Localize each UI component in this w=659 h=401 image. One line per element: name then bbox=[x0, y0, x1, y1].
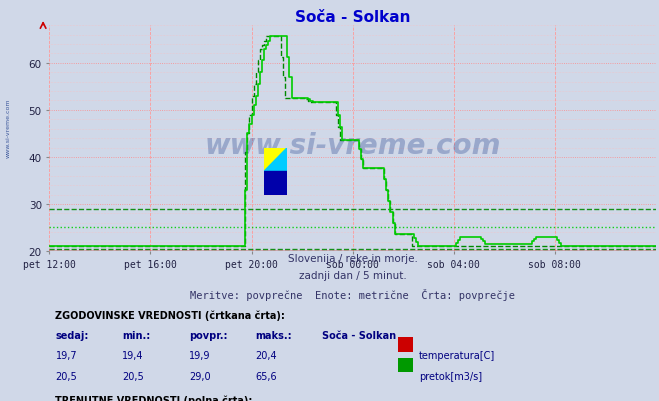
Text: Meritve: povprečne  Enote: metrične  Črta: povprečje: Meritve: povprečne Enote: metrične Črta:… bbox=[190, 288, 515, 300]
Text: 29,0: 29,0 bbox=[189, 371, 210, 381]
Title: Soča - Solkan: Soča - Solkan bbox=[295, 10, 411, 25]
Text: sedaj:: sedaj: bbox=[55, 330, 89, 340]
Text: 19,4: 19,4 bbox=[122, 350, 144, 360]
Text: 65,6: 65,6 bbox=[256, 371, 277, 381]
Bar bbox=[398, 358, 413, 372]
Text: 20,4: 20,4 bbox=[256, 350, 277, 360]
Text: povpr.:: povpr.: bbox=[189, 330, 227, 340]
Bar bbox=[398, 337, 413, 352]
Text: Soča - Solkan: Soča - Solkan bbox=[322, 330, 396, 340]
Text: ZGODOVINSKE VREDNOSTI (črtkana črta):: ZGODOVINSKE VREDNOSTI (črtkana črta): bbox=[55, 310, 285, 320]
Text: zadnji dan / 5 minut.: zadnji dan / 5 minut. bbox=[299, 270, 407, 280]
Text: 19,7: 19,7 bbox=[55, 350, 77, 360]
Text: 20,5: 20,5 bbox=[122, 371, 144, 381]
Text: 20,5: 20,5 bbox=[55, 371, 77, 381]
Text: TRENUTNE VREDNOSTI (polna črta):: TRENUTNE VREDNOSTI (polna črta): bbox=[55, 394, 253, 401]
Text: 19,9: 19,9 bbox=[189, 350, 210, 360]
Text: temperatura[C]: temperatura[C] bbox=[419, 350, 496, 360]
Text: min.:: min.: bbox=[122, 330, 150, 340]
Text: maks.:: maks.: bbox=[256, 330, 292, 340]
Text: www.si-vreme.com: www.si-vreme.com bbox=[204, 132, 501, 160]
Text: Slovenija / reke in morje.: Slovenija / reke in morje. bbox=[287, 253, 418, 263]
Text: pretok[m3/s]: pretok[m3/s] bbox=[419, 371, 482, 381]
Text: www.si-vreme.com: www.si-vreme.com bbox=[6, 99, 11, 158]
